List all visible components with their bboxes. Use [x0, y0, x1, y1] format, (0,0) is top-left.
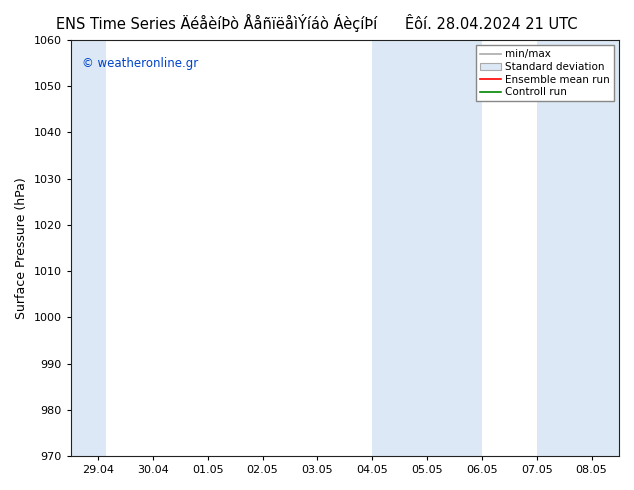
Bar — [372, 40, 482, 456]
Text: © weatheronline.gr: © weatheronline.gr — [82, 57, 198, 70]
Bar — [537, 40, 619, 456]
Y-axis label: Surface Pressure (hPa): Surface Pressure (hPa) — [15, 177, 28, 319]
Bar — [71, 40, 107, 456]
Text: ENS Time Series ÄéåèíÞò ÅåñïëåìÝíáò ÁèçíÞí      Êôí. 28.04.2024 21 UTC: ENS Time Series ÄéåèíÞò ÅåñïëåìÝíáò Áèçí… — [56, 14, 578, 32]
Legend: min/max, Standard deviation, Ensemble mean run, Controll run: min/max, Standard deviation, Ensemble me… — [476, 45, 614, 101]
